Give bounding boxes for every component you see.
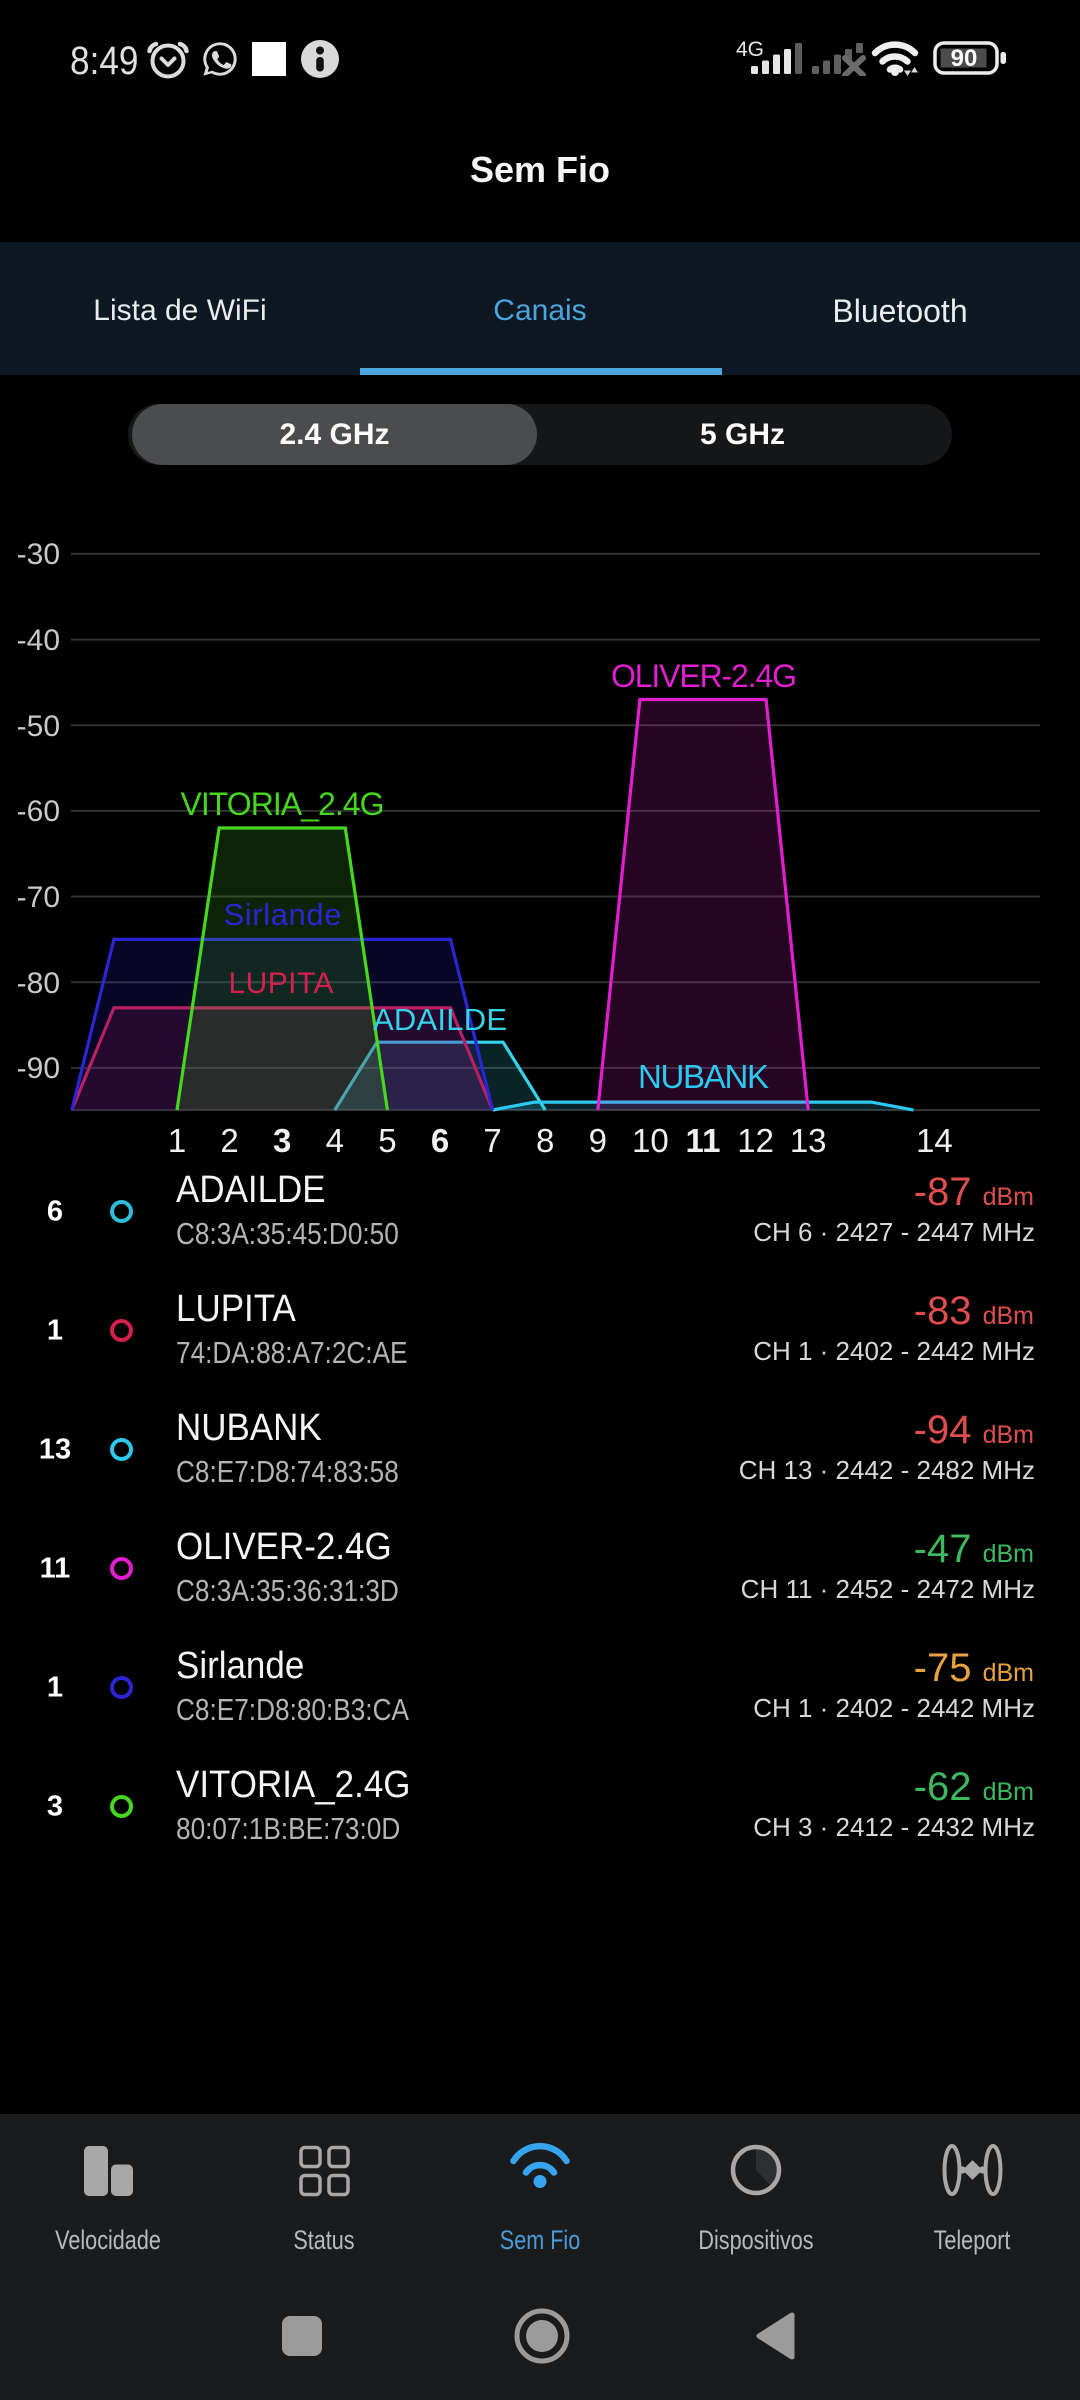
svg-text:7: 7 bbox=[483, 1122, 501, 1159]
svg-text:-70: -70 bbox=[17, 881, 60, 914]
svg-text:-40: -40 bbox=[17, 624, 60, 657]
svg-text:14: 14 bbox=[916, 1122, 953, 1159]
svg-text:10: 10 bbox=[632, 1122, 669, 1159]
svg-text:13: 13 bbox=[790, 1122, 827, 1159]
svg-text:Sirlande: Sirlande bbox=[224, 897, 342, 932]
svg-text:9: 9 bbox=[589, 1122, 607, 1159]
svg-text:4: 4 bbox=[326, 1122, 344, 1159]
svg-text:-30: -30 bbox=[17, 538, 60, 571]
svg-text:VITORIA_2.4G: VITORIA_2.4G bbox=[181, 786, 385, 822]
svg-text:-60: -60 bbox=[17, 795, 60, 828]
svg-text:11: 11 bbox=[686, 1122, 721, 1159]
svg-text:2: 2 bbox=[220, 1122, 238, 1159]
svg-text:NUBANK: NUBANK bbox=[638, 1058, 769, 1095]
svg-text:-90: -90 bbox=[17, 1052, 60, 1085]
svg-text:8: 8 bbox=[536, 1122, 554, 1159]
svg-text:90: 90 bbox=[951, 45, 978, 72]
svg-text:-50: -50 bbox=[17, 710, 60, 743]
svg-text:-80: -80 bbox=[17, 967, 60, 1000]
svg-text:1: 1 bbox=[168, 1122, 186, 1159]
svg-text:12: 12 bbox=[737, 1122, 774, 1159]
svg-text:6: 6 bbox=[431, 1122, 449, 1159]
svg-text:OLIVER-2.4G: OLIVER-2.4G bbox=[611, 658, 797, 694]
svg-text:LUPITA: LUPITA bbox=[229, 967, 334, 1000]
svg-text:3: 3 bbox=[273, 1122, 291, 1159]
svg-text:ADAILDE: ADAILDE bbox=[373, 1002, 507, 1037]
svg-text:5: 5 bbox=[378, 1122, 396, 1159]
